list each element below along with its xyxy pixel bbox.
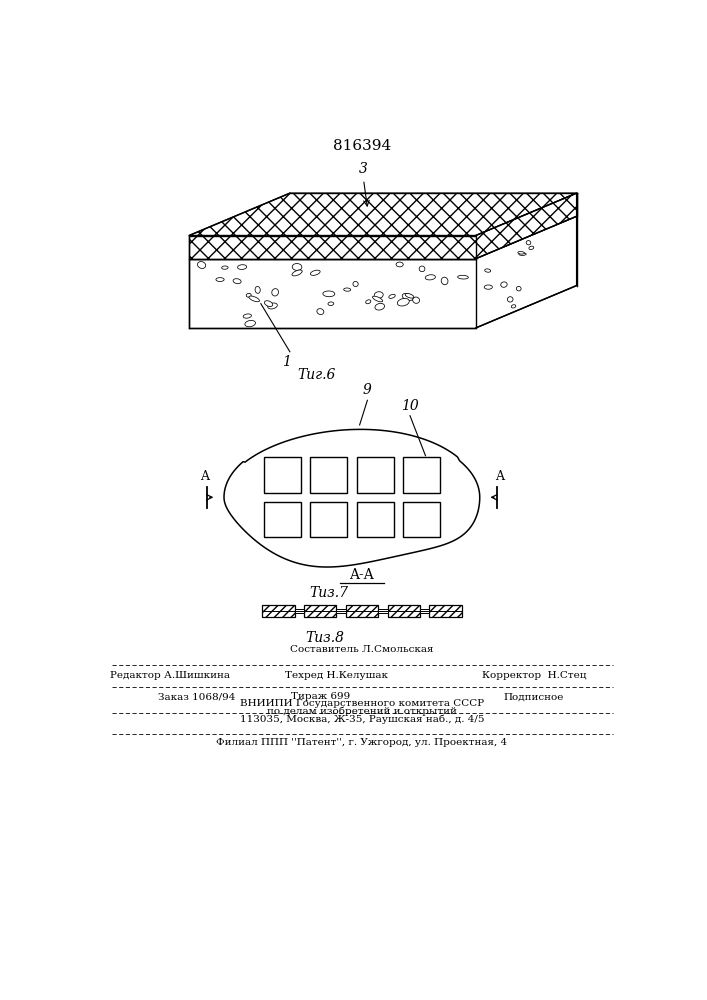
Bar — [295, 609, 304, 613]
Ellipse shape — [375, 303, 385, 310]
Ellipse shape — [518, 252, 525, 254]
Text: Подписное: Подписное — [504, 692, 564, 701]
Ellipse shape — [222, 266, 228, 269]
Ellipse shape — [484, 285, 492, 289]
Polygon shape — [387, 605, 420, 617]
Polygon shape — [262, 605, 295, 617]
Bar — [403, 502, 440, 537]
Text: A: A — [495, 470, 503, 483]
Polygon shape — [189, 235, 476, 259]
Polygon shape — [476, 193, 577, 259]
Text: Τиг.6: Τиг.6 — [298, 368, 337, 382]
Bar — [337, 609, 346, 613]
Ellipse shape — [457, 275, 468, 279]
Ellipse shape — [238, 265, 247, 269]
Polygon shape — [189, 193, 577, 235]
Text: 3: 3 — [359, 162, 368, 176]
Ellipse shape — [233, 279, 241, 284]
Ellipse shape — [508, 297, 513, 302]
Text: 10: 10 — [401, 399, 419, 413]
Ellipse shape — [353, 281, 358, 287]
Text: Тираж 699: Тираж 699 — [291, 692, 351, 701]
Polygon shape — [304, 605, 337, 617]
Ellipse shape — [397, 298, 409, 306]
Ellipse shape — [344, 288, 351, 291]
Ellipse shape — [310, 270, 320, 275]
Ellipse shape — [197, 262, 206, 268]
Ellipse shape — [245, 320, 255, 327]
Ellipse shape — [511, 305, 516, 308]
Ellipse shape — [419, 266, 425, 272]
Bar — [420, 609, 429, 613]
Text: 1: 1 — [281, 355, 291, 369]
Polygon shape — [189, 259, 476, 328]
Ellipse shape — [501, 282, 507, 287]
Ellipse shape — [389, 294, 395, 298]
Ellipse shape — [271, 289, 279, 296]
Text: 9: 9 — [363, 383, 372, 397]
Ellipse shape — [425, 275, 436, 280]
Text: Редактор А.Шишкина: Редактор А.Шишкина — [110, 671, 230, 680]
Ellipse shape — [264, 301, 273, 307]
Ellipse shape — [405, 293, 414, 298]
Ellipse shape — [485, 269, 491, 272]
Text: Заказ 1068/94: Заказ 1068/94 — [158, 692, 235, 701]
Ellipse shape — [516, 286, 521, 291]
Bar — [264, 502, 300, 537]
Bar — [310, 457, 347, 493]
Bar — [310, 502, 347, 537]
Ellipse shape — [268, 303, 277, 309]
Text: Τиз.7: Τиз.7 — [309, 586, 348, 600]
Ellipse shape — [243, 314, 252, 318]
Text: 113035, Москва, Ж-35, Раушская наб., д. 4/5: 113035, Москва, Ж-35, Раушская наб., д. … — [240, 714, 484, 724]
Text: Корректор  Н.Стец: Корректор Н.Стец — [481, 671, 586, 680]
Bar — [264, 457, 300, 493]
Text: A-A: A-A — [349, 568, 374, 582]
Text: Τиз.8: Τиз.8 — [305, 631, 344, 645]
Ellipse shape — [441, 277, 448, 285]
Ellipse shape — [413, 297, 419, 303]
Ellipse shape — [374, 292, 383, 298]
Bar — [378, 609, 387, 613]
Polygon shape — [224, 429, 480, 567]
Ellipse shape — [323, 291, 335, 297]
Ellipse shape — [373, 296, 382, 302]
Ellipse shape — [529, 246, 534, 250]
Bar — [403, 457, 440, 493]
Ellipse shape — [317, 309, 324, 315]
Ellipse shape — [249, 296, 259, 302]
Ellipse shape — [519, 253, 526, 255]
Ellipse shape — [402, 293, 413, 301]
Text: 816394: 816394 — [333, 139, 391, 153]
Polygon shape — [476, 216, 577, 328]
Text: A: A — [200, 470, 209, 483]
Ellipse shape — [246, 293, 251, 297]
Ellipse shape — [292, 264, 302, 270]
Ellipse shape — [292, 270, 302, 276]
Text: Филиал ППП ''Патент'', г. Ужгород, ул. Проектная, 4: Филиал ППП ''Патент'', г. Ужгород, ул. П… — [216, 738, 508, 747]
Ellipse shape — [396, 262, 403, 267]
Polygon shape — [429, 605, 462, 617]
Ellipse shape — [216, 278, 224, 281]
Text: по делам изобретений и открытий: по делам изобретений и открытий — [267, 707, 457, 716]
Bar — [356, 502, 394, 537]
Bar — [356, 457, 394, 493]
Ellipse shape — [526, 241, 531, 245]
Polygon shape — [346, 605, 378, 617]
Text: ВНИИПИ Государственного комитета СССР: ВНИИПИ Государственного комитета СССР — [240, 699, 484, 708]
Text: Техред Н.Келушак: Техред Н.Келушак — [285, 671, 388, 680]
Ellipse shape — [366, 300, 370, 304]
Ellipse shape — [255, 286, 260, 293]
Text: Составитель Л.Смольская: Составитель Л.Смольская — [290, 645, 433, 654]
Ellipse shape — [328, 302, 334, 306]
